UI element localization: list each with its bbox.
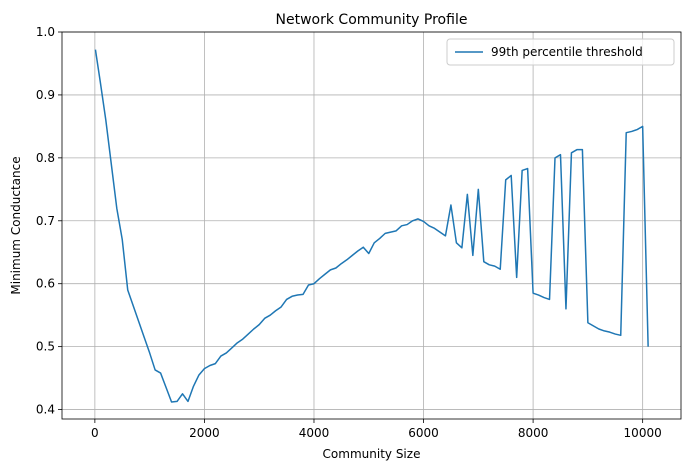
x-tick-label: 0	[91, 426, 99, 440]
x-axis-title: Community Size	[323, 447, 421, 461]
y-tick-label: 0.4	[36, 403, 55, 417]
y-tick-label: 0.5	[36, 340, 55, 354]
x-tick-label: 10000	[624, 426, 662, 440]
series-line	[94, 49, 649, 403]
x-tick-label: 6000	[408, 426, 439, 440]
axis-ticks: 0 2000 4000 6000 8000 10000 0.4 0.5 0.6 0.7 0.8 0.9…	[36, 25, 662, 440]
y-tick-label: 0.9	[36, 88, 55, 102]
x-tick-label: 4000	[299, 426, 330, 440]
y-tick-label: 0.8	[36, 151, 55, 165]
y-tick-label: 0.6	[36, 277, 55, 291]
y-tick-label: 1.0	[36, 25, 55, 39]
x-tick-label: 2000	[189, 426, 220, 440]
legend: 99th percentile threshold	[446, 38, 675, 66]
y-axis-title: Minimum Conductance	[9, 156, 23, 294]
legend-box	[446, 38, 675, 66]
legend-entry-label: 99th percentile threshold	[491, 45, 643, 59]
chart-title: Network Community Profile	[276, 12, 468, 28]
y-tick-label: 0.7	[36, 214, 55, 228]
x-tick-label: 8000	[518, 426, 549, 440]
plot-area-frame	[61, 31, 682, 420]
series-layer	[94, 49, 649, 403]
